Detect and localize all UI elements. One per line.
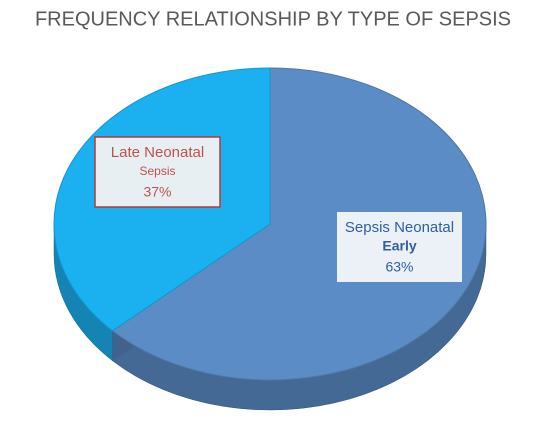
slice — [111, 67, 487, 381]
category-label: Sepsis Neonatal — [345, 219, 454, 236]
category-label: Early — [382, 238, 416, 254]
chart-title: FREQUENCY RELATIONSHIP BY TYPE OF SEPSIS — [35, 8, 511, 30]
value-label: 63% — [385, 259, 413, 275]
label-box — [337, 212, 462, 282]
value-label: 37% — [143, 184, 171, 200]
category-label: Sepsis — [139, 164, 175, 178]
label-box — [94, 136, 221, 208]
category-label: Late Neonatal — [111, 144, 204, 161]
